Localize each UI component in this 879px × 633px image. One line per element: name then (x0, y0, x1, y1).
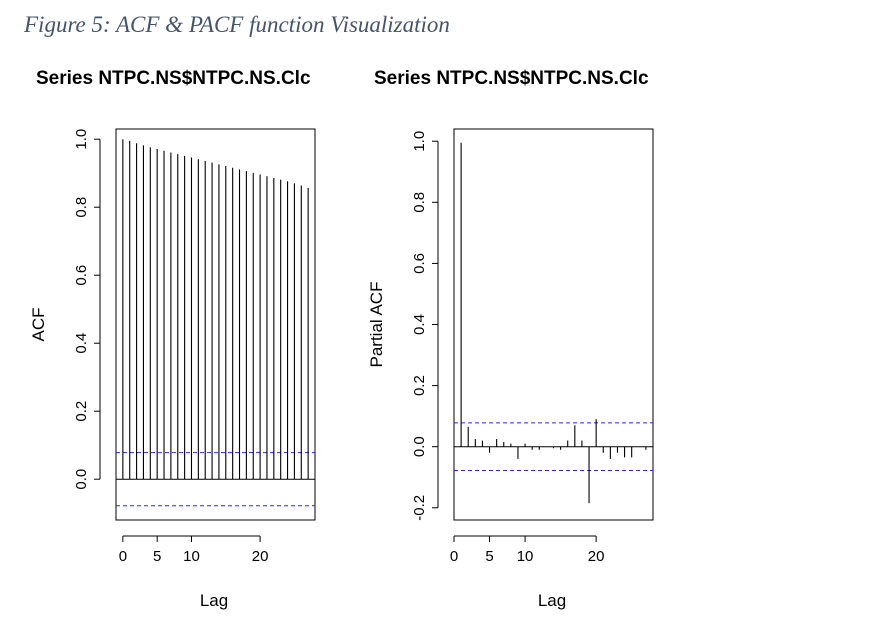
chart2-x-tick-label: 0 (450, 548, 458, 565)
chart2-plot-frame (453, 128, 654, 521)
chart1-y-axis-label: ACF (29, 308, 48, 342)
chart1-y-tick-label: 0.2 (73, 401, 90, 422)
chart2-y-tick-label: 0.2 (411, 375, 428, 396)
chart1-y-tick-label: 1.0 (73, 129, 90, 150)
chart1-y-tick-label: 0.4 (73, 333, 90, 354)
chart2-y-axis-label: Partial ACF (367, 282, 386, 368)
chart2-title: Series NTPC.NS$NTPC.NS.Clc (374, 68, 649, 89)
chart2-y-tick-label: 0.8 (411, 192, 428, 213)
chart2-x-axis-label: Lag (538, 591, 566, 610)
chart1-y-tick-label: 0.8 (73, 197, 90, 218)
chart2-y-tick-label: 1.0 (411, 131, 428, 152)
chart1-x-tick-label: 5 (153, 548, 161, 565)
chart1-y-tick-label: 0.6 (73, 265, 90, 286)
chart2-y-tick-label: 0.6 (411, 253, 428, 274)
chart1-title: Series NTPC.NS$NTPC.NS.Clc (36, 68, 311, 89)
figure-caption: Figure 5: ACF & PACF function Visualizat… (24, 12, 450, 37)
chart2-x-tick-label: 5 (485, 548, 493, 565)
chart2-y-tick-label: 0.0 (411, 436, 428, 457)
chart2-y-tick-label: -0.2 (411, 495, 428, 521)
chart1-x-tick-label: 20 (252, 548, 269, 565)
chart1-x-tick-label: 10 (183, 548, 200, 565)
chart1-x-axis-label: Lag (200, 591, 228, 610)
chart1-plot-frame (115, 128, 316, 521)
chart2-y-tick-label: 0.4 (411, 314, 428, 335)
chart1-y-tick-label: 0.0 (73, 469, 90, 490)
chart2-x-tick-label: 20 (588, 548, 605, 565)
chart1-x-tick-label: 0 (119, 548, 127, 565)
chart2-x-tick-label: 10 (517, 548, 534, 565)
